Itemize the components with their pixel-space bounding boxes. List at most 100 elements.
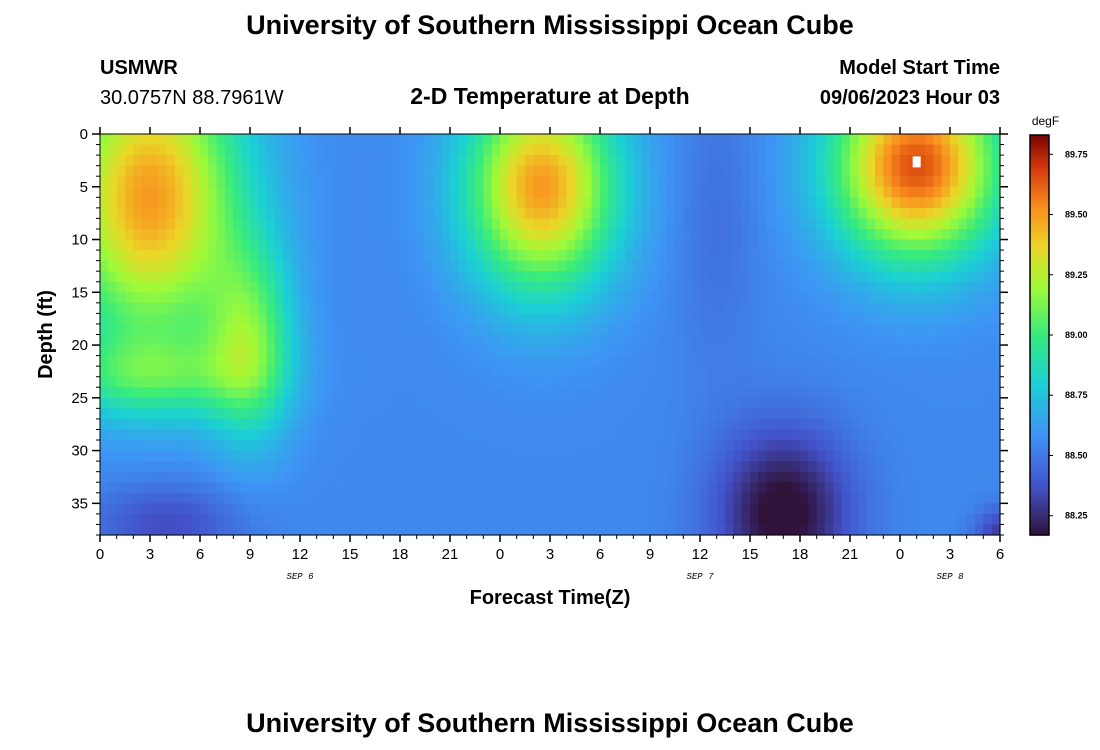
heatmap-cell bbox=[291, 302, 301, 314]
heatmap-cell bbox=[950, 302, 959, 314]
colorbar-band bbox=[1030, 488, 1049, 493]
heatmap-cell bbox=[441, 250, 451, 262]
colorbar-band bbox=[1030, 228, 1049, 233]
heatmap-cell bbox=[633, 144, 643, 156]
heatmap-cell bbox=[275, 186, 284, 198]
heatmap-cell bbox=[325, 292, 334, 304]
heatmap-cell bbox=[875, 440, 884, 452]
heatmap-cell bbox=[416, 260, 426, 272]
heatmap-cell bbox=[558, 387, 568, 399]
heatmap-cell bbox=[516, 134, 526, 146]
heatmap-cell bbox=[975, 334, 984, 346]
colorbar-band bbox=[1030, 511, 1049, 516]
heatmap-cell bbox=[183, 450, 193, 462]
heatmap-cell bbox=[191, 313, 201, 325]
heatmap-cell bbox=[883, 482, 893, 494]
heatmap-cell bbox=[266, 302, 276, 314]
heatmap-cell bbox=[383, 218, 393, 230]
heatmap-cell bbox=[625, 165, 634, 177]
heatmap-cell bbox=[458, 440, 468, 452]
heatmap-cell bbox=[858, 176, 868, 188]
heatmap-cell bbox=[500, 165, 509, 177]
heatmap-cell bbox=[866, 176, 876, 188]
heatmap-cell bbox=[525, 134, 534, 146]
heatmap-cell bbox=[550, 260, 559, 272]
heatmap-cell bbox=[566, 176, 576, 188]
heatmap-cell bbox=[808, 197, 818, 209]
heatmap-cell bbox=[733, 450, 743, 462]
heatmap-cell bbox=[341, 492, 351, 504]
heatmap-cell bbox=[191, 239, 201, 251]
heatmap-cell bbox=[958, 461, 968, 473]
heatmap-cell bbox=[116, 186, 126, 198]
heatmap-cell bbox=[875, 387, 884, 399]
heatmap-cell bbox=[800, 345, 809, 357]
heatmap-cell bbox=[750, 144, 759, 156]
heatmap-cell bbox=[666, 429, 676, 441]
heatmap-cell bbox=[508, 271, 518, 283]
heatmap-cell bbox=[600, 186, 609, 198]
heatmap-cell bbox=[641, 323, 651, 336]
heatmap-cell bbox=[566, 271, 576, 283]
heatmap-cell bbox=[733, 281, 743, 293]
heatmap-cell bbox=[241, 366, 251, 378]
heatmap-cell bbox=[858, 271, 868, 283]
heatmap-cell bbox=[533, 197, 543, 209]
heatmap-cell bbox=[466, 228, 476, 241]
heatmap-cell bbox=[191, 176, 201, 188]
heatmap-cell bbox=[291, 228, 301, 241]
heatmap-cell bbox=[400, 323, 409, 336]
heatmap-cell bbox=[208, 461, 218, 473]
heatmap-cell bbox=[141, 440, 151, 452]
heatmap-cell bbox=[233, 228, 243, 241]
heatmap-cell bbox=[991, 313, 1001, 325]
heatmap-cell bbox=[275, 376, 284, 388]
heatmap-cell bbox=[375, 471, 384, 483]
heatmap-cell bbox=[466, 461, 476, 473]
heatmap-cell bbox=[183, 492, 193, 504]
heatmap-cell bbox=[233, 207, 243, 220]
heatmap-cell bbox=[541, 144, 551, 156]
heatmap-cell bbox=[691, 144, 701, 156]
heatmap-cell bbox=[908, 302, 918, 314]
heatmap-cell bbox=[616, 165, 626, 177]
heatmap-cell bbox=[658, 144, 668, 156]
heatmap-cell bbox=[575, 207, 584, 220]
heatmap-cell bbox=[416, 134, 426, 146]
heatmap-cell bbox=[375, 334, 384, 346]
heatmap-cell bbox=[616, 323, 626, 336]
heatmap-cell bbox=[525, 524, 534, 536]
heatmap-cell bbox=[125, 397, 134, 409]
heatmap-cell bbox=[283, 450, 293, 462]
heatmap-cell bbox=[825, 387, 834, 399]
heatmap-cell bbox=[333, 155, 343, 167]
heatmap-cell bbox=[983, 292, 993, 304]
heatmap-cell bbox=[300, 218, 309, 230]
heatmap-cell bbox=[966, 218, 976, 230]
heatmap-cell bbox=[400, 281, 409, 293]
heatmap-cell bbox=[841, 429, 851, 441]
heatmap-cell bbox=[441, 482, 451, 494]
heatmap-cell bbox=[625, 345, 634, 357]
heatmap-cell bbox=[983, 186, 993, 198]
heatmap-cell bbox=[833, 176, 843, 188]
heatmap-cell bbox=[833, 197, 843, 209]
heatmap-cell bbox=[841, 503, 851, 515]
heatmap-cell bbox=[758, 482, 768, 494]
heatmap-cell bbox=[666, 218, 676, 230]
colorbar-band bbox=[1030, 425, 1049, 429]
heatmap-cell bbox=[400, 482, 409, 494]
heatmap-cell bbox=[133, 418, 143, 431]
heatmap-cell bbox=[108, 492, 118, 504]
colorbar-band bbox=[1030, 325, 1049, 329]
heatmap-cell bbox=[750, 197, 759, 209]
heatmap-cell bbox=[675, 471, 684, 483]
heatmap-cell bbox=[883, 165, 893, 177]
heatmap-cell bbox=[608, 313, 618, 325]
heatmap-cell bbox=[383, 429, 393, 441]
heatmap-cell bbox=[491, 197, 501, 209]
heatmap-cell bbox=[116, 492, 126, 504]
heatmap-cell bbox=[683, 292, 693, 304]
heatmap-cell bbox=[991, 207, 1001, 220]
heatmap-cell bbox=[325, 155, 334, 167]
